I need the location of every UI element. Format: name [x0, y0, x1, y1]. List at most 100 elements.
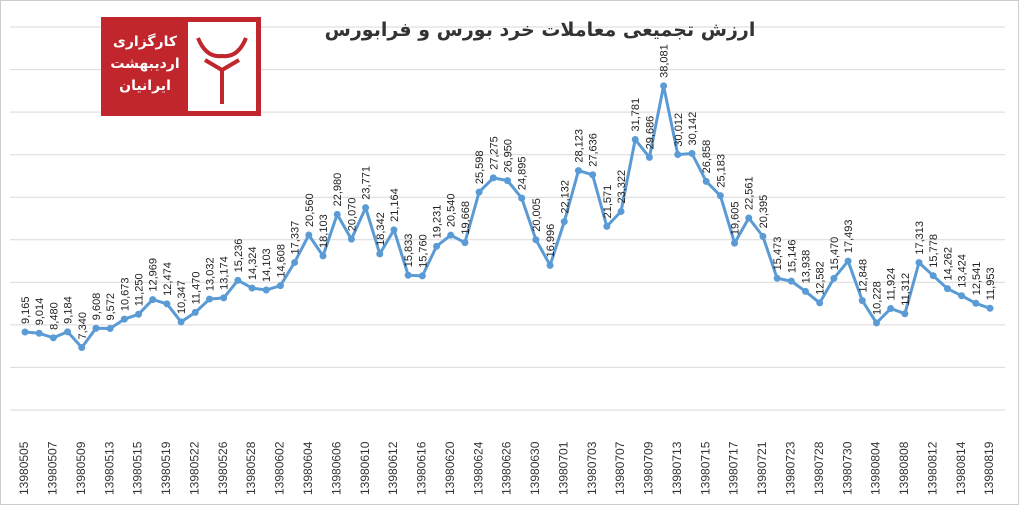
x-tick-label: 13980707 — [613, 441, 627, 495]
data-point — [702, 177, 710, 185]
x-tick-label: 13980507 — [46, 441, 60, 495]
x-tick-label: 13980602 — [273, 441, 287, 495]
data-point — [205, 295, 213, 303]
data-label: 15,236 — [233, 239, 245, 273]
data-point — [78, 344, 86, 352]
x-tick-label: 13980519 — [159, 441, 173, 495]
x-tick-label: 13980713 — [670, 441, 684, 495]
data-point — [546, 261, 554, 269]
data-label: 9,165 — [20, 296, 32, 324]
data-label: 25,183 — [715, 154, 727, 188]
data-label: 13,032 — [204, 257, 216, 291]
data-point — [958, 292, 966, 300]
data-label: 12,582 — [815, 261, 827, 295]
x-tick-label: 13980701 — [556, 441, 570, 495]
data-point — [759, 232, 767, 240]
data-point — [475, 188, 483, 196]
logo: کارگزاری اردیبهشت ایرانیان — [101, 17, 261, 116]
data-point — [220, 294, 228, 302]
data-point — [915, 259, 923, 267]
data-label: 13,174 — [219, 256, 231, 290]
x-tick-label: 13980515 — [131, 441, 145, 495]
data-point — [745, 214, 753, 222]
data-label: 9,014 — [34, 298, 46, 326]
x-tick-label: 13980723 — [783, 441, 797, 495]
data-point — [844, 257, 852, 265]
data-label: 14,262 — [942, 247, 954, 281]
logo-text: اردیبهشت — [110, 56, 179, 72]
logo-text: کارگزاری — [113, 33, 178, 50]
data-label: 17,493 — [843, 219, 855, 253]
data-point — [92, 324, 100, 332]
x-tick-label: 13980709 — [642, 441, 656, 495]
data-point — [135, 310, 143, 318]
data-label: 18,103 — [318, 214, 330, 248]
data-label: 21,571 — [602, 185, 614, 219]
data-label: 24,895 — [517, 156, 529, 190]
data-label: 7,340 — [77, 312, 89, 340]
data-label: 23,322 — [616, 170, 628, 204]
data-label: 14,324 — [247, 246, 259, 280]
data-point — [149, 296, 157, 304]
data-label: 22,561 — [744, 176, 756, 210]
data-label: 28,123 — [573, 129, 585, 163]
data-label: 9,572 — [105, 293, 117, 321]
data-label: 18,342 — [375, 212, 387, 246]
x-tick-label: 13980522 — [187, 441, 201, 495]
data-label: 13,424 — [957, 254, 969, 288]
data-point — [305, 231, 313, 239]
data-point — [716, 192, 724, 200]
data-label: 15,778 — [928, 234, 940, 268]
data-label: 11,924 — [886, 268, 898, 301]
x-tick-label: 13980513 — [102, 441, 116, 495]
data-label: 12,969 — [148, 258, 160, 292]
data-point — [376, 250, 384, 258]
data-point — [347, 235, 355, 243]
data-point — [390, 226, 398, 234]
data-point — [291, 258, 299, 266]
data-point — [830, 274, 838, 282]
data-label: 14,103 — [261, 248, 273, 282]
data-label: 30,012 — [673, 113, 685, 147]
data-point — [674, 151, 682, 159]
data-point — [773, 274, 781, 282]
data-point — [901, 310, 909, 318]
data-point — [461, 239, 469, 247]
data-label: 12,474 — [162, 262, 174, 296]
data-point — [404, 271, 412, 279]
x-tick-label: 13980819 — [982, 441, 996, 495]
data-label: 26,858 — [701, 140, 713, 174]
x-tick-label: 13980526 — [216, 441, 230, 495]
data-point — [972, 299, 980, 307]
data-label: 31,781 — [630, 98, 642, 132]
data-point — [986, 304, 994, 312]
data-label: 16,996 — [545, 224, 557, 258]
data-label: 15,146 — [786, 239, 798, 273]
data-point — [333, 210, 341, 218]
data-label: 15,760 — [417, 234, 429, 268]
data-label: 15,473 — [772, 237, 784, 271]
data-label: 14,608 — [275, 244, 287, 278]
data-label: 20,005 — [531, 198, 543, 232]
data-point — [106, 325, 114, 333]
data-point — [35, 329, 43, 337]
x-tick-label: 13980730 — [840, 441, 854, 495]
data-label: 22,132 — [559, 180, 571, 214]
data-point — [163, 300, 171, 308]
data-label: 11,470 — [190, 272, 202, 305]
data-point — [248, 284, 256, 292]
data-point — [645, 153, 653, 161]
data-point — [858, 297, 866, 305]
data-point — [532, 236, 540, 244]
data-point — [504, 177, 511, 185]
data-point — [589, 171, 597, 179]
data-label: 8,480 — [48, 302, 60, 330]
data-label: 15,833 — [403, 234, 415, 268]
data-label: 38,081 — [659, 44, 671, 78]
x-tick-label: 13980814 — [954, 441, 968, 495]
data-point — [574, 167, 582, 175]
data-point — [276, 282, 284, 290]
data-label: 22,980 — [332, 173, 344, 207]
data-point — [447, 231, 455, 239]
